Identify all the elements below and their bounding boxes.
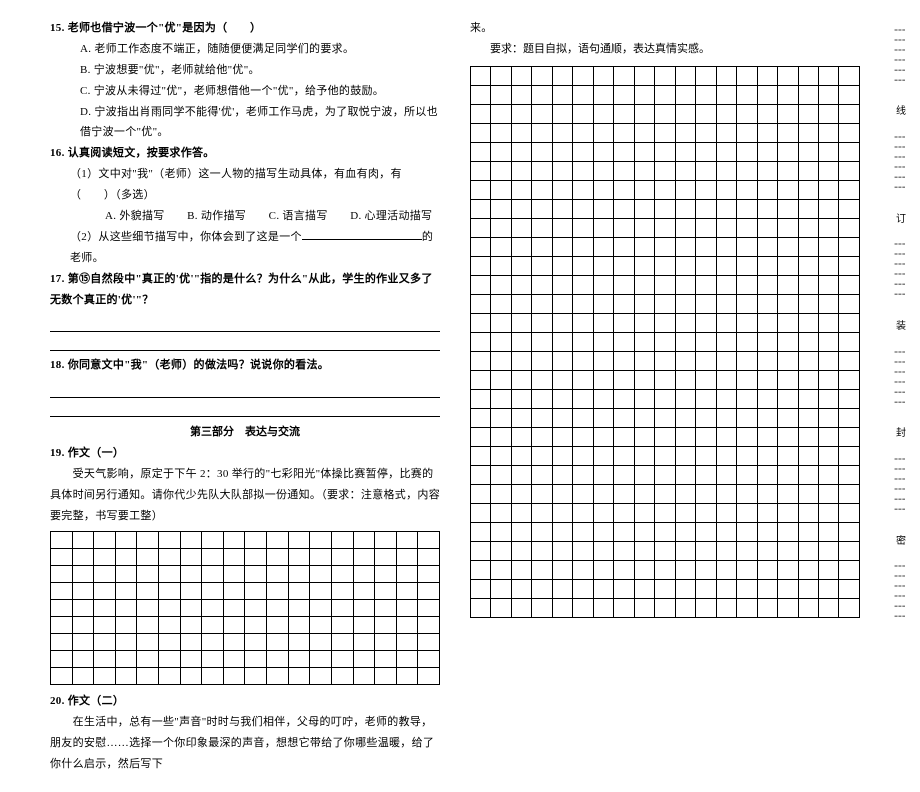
- q18-answer-area[interactable]: [50, 380, 440, 417]
- continuation-text: 来。: [470, 18, 860, 39]
- q19-body: 受天气影响，原定于下午 2：30 举行的"七彩阳光"体操比赛暂停，比赛的具体时间…: [50, 464, 440, 527]
- binding-dots: ┆┆┆┆┆┆: [894, 10, 905, 103]
- binding-strip: ┆┆┆┆┆┆ 线 ┆┆┆┆┆┆ 订 ┆┆┆┆┆┆ 装 ┆┆┆┆┆┆ 封 ┆┆┆┆…: [890, 10, 908, 640]
- binding-char-3: 装: [892, 318, 907, 332]
- q20-title: 20. 作文（二）: [50, 691, 440, 712]
- q16-stem: 16. 认真阅读短文，按要求作答。: [50, 143, 440, 164]
- binding-char-1: 线: [892, 103, 907, 117]
- q15-option-d: D. 宁波指出肖雨同学不能得'优'，老师工作马虎，为了取悦宁波，所以也借宁波一个…: [50, 102, 440, 144]
- q16-p2: （2）从这些细节描写中，你体会到了这是一个的老师。: [50, 227, 440, 269]
- binding-dots: ┆┆┆┆┆┆: [894, 225, 905, 318]
- q20-body: 在生活中，总有一些"声音"时时与我们相伴，父母的叮咛，老师的教导，朋友的安慰………: [50, 712, 440, 775]
- q17-stem: 17. 第⑮自然段中"真正的'优'"指的是什么？为什么"从此，学生的作业又多了无…: [50, 269, 440, 311]
- q16-blank[interactable]: [302, 228, 422, 240]
- binding-char-5: 密: [892, 533, 907, 547]
- q16-p1: （1）文中对"我"（老师）这一人物的描写生动具体，有血有肉，有（ ）（多选）: [50, 164, 440, 206]
- q15-option-a: A. 老师工作态度不端正，随随便便满足同学们的要求。: [50, 39, 440, 60]
- binding-char-4: 封: [892, 425, 907, 439]
- binding-char-2: 订: [892, 211, 907, 225]
- q16-p2-prefix: （2）从这些细节描写中，你体会到了这是一个: [70, 231, 302, 243]
- binding-dots: ┆┆┆┆┆┆: [894, 332, 905, 425]
- q19-title: 19. 作文（一）: [50, 443, 440, 464]
- q15-stem: 15. 老师也借宁波一个"优"是因为（ ）: [50, 18, 440, 39]
- q15-option-b: B. 宁波想要"优"，老师就给他"优"。: [50, 60, 440, 81]
- q17-answer-area[interactable]: [50, 314, 440, 351]
- composition-grid-small[interactable]: [50, 531, 440, 685]
- essay-requirements: 要求：题目自拟，语句通顺，表达真情实感。: [470, 39, 860, 60]
- q18-stem: 18. 你同意文中"我"（老师）的做法吗？说说你的看法。: [50, 355, 440, 376]
- q15-option-c: C. 宁波从未得过"优"，老师想借他一个"优"，给予他的鼓励。: [50, 81, 440, 102]
- q16-options: A. 外貌描写 B. 动作描写 C. 语言描写 D. 心理活动描写: [50, 206, 440, 227]
- left-column: 15. 老师也借宁波一个"优"是因为（ ） A. 老师工作态度不端正，随随便便满…: [50, 18, 440, 774]
- binding-dots: ┆┆┆┆┆┆: [894, 547, 905, 640]
- section3-title: 第三部分 表达与交流: [50, 423, 440, 439]
- binding-dots: ┆┆┆┆┆┆: [894, 439, 905, 532]
- page-container: 15. 老师也借宁波一个"优"是因为（ ） A. 老师工作态度不端正，随随便便满…: [0, 0, 920, 792]
- binding-dots: ┆┆┆┆┆┆: [894, 117, 905, 210]
- right-column: 来。 要求：题目自拟，语句通顺，表达真情实感。: [470, 18, 860, 774]
- composition-grid-large[interactable]: [470, 66, 860, 618]
